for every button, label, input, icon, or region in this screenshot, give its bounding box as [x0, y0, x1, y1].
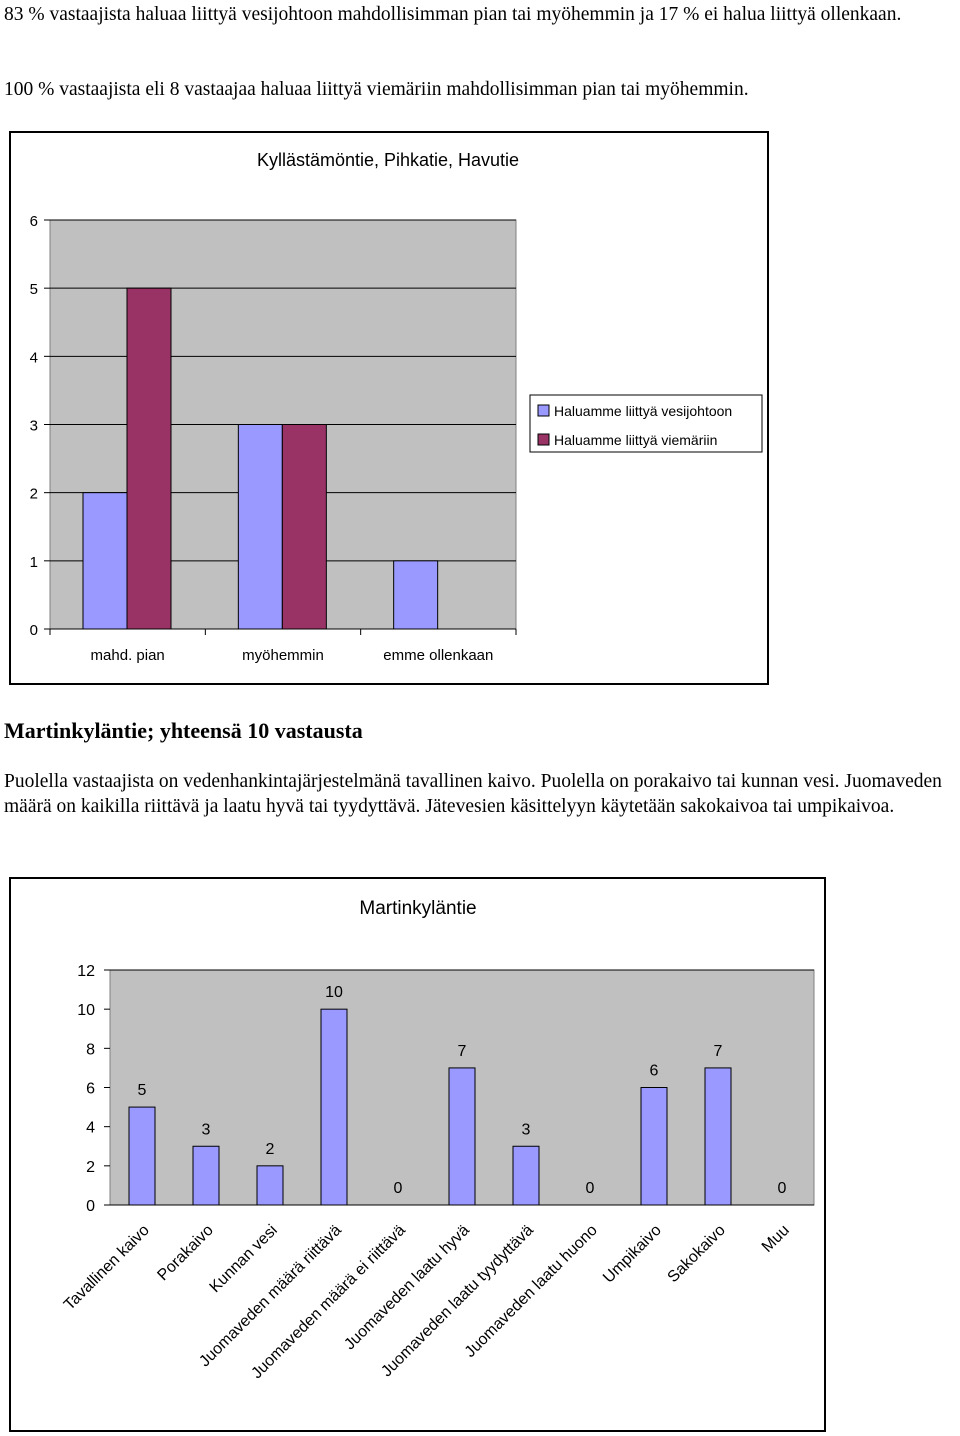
chart2-bar — [321, 1009, 347, 1205]
chart2-bar — [129, 1107, 155, 1205]
chart2-y-tick-label: 12 — [77, 963, 95, 980]
chart2-data-label: 2 — [266, 1141, 275, 1158]
chart2-bar — [193, 1146, 219, 1205]
chart2-bar — [449, 1068, 475, 1205]
chart2-y-tick-label: 6 — [86, 1081, 95, 1098]
chart2-data-label: 6 — [650, 1063, 659, 1080]
chart2-data-label: 0 — [394, 1180, 403, 1197]
chart2-bar — [705, 1068, 731, 1205]
chart2-data-label: 0 — [586, 1180, 595, 1197]
chart2-bar — [513, 1146, 539, 1205]
chart2-bar — [641, 1088, 667, 1206]
chart2-y-tick-label: 0 — [86, 1198, 95, 1215]
chart2-y-tick-label: 8 — [86, 1041, 95, 1058]
chart2-data-label: 10 — [325, 984, 343, 1001]
chart2-data-label: 7 — [714, 1043, 723, 1060]
chart2-data-label: 3 — [202, 1121, 211, 1138]
chart2-bar — [257, 1166, 283, 1205]
chart2-y-tick-label: 10 — [77, 1002, 95, 1019]
chart2-data-label: 5 — [138, 1082, 147, 1099]
chart2-data-label: 7 — [458, 1043, 467, 1060]
chart2-data-label: 3 — [522, 1121, 531, 1138]
chart2-title: Martinkyläntie — [359, 898, 476, 919]
chart2-y-tick-label: 4 — [86, 1120, 95, 1137]
chart2-data-label: 0 — [778, 1180, 787, 1197]
chart2-y-tick-label: 2 — [86, 1159, 95, 1176]
